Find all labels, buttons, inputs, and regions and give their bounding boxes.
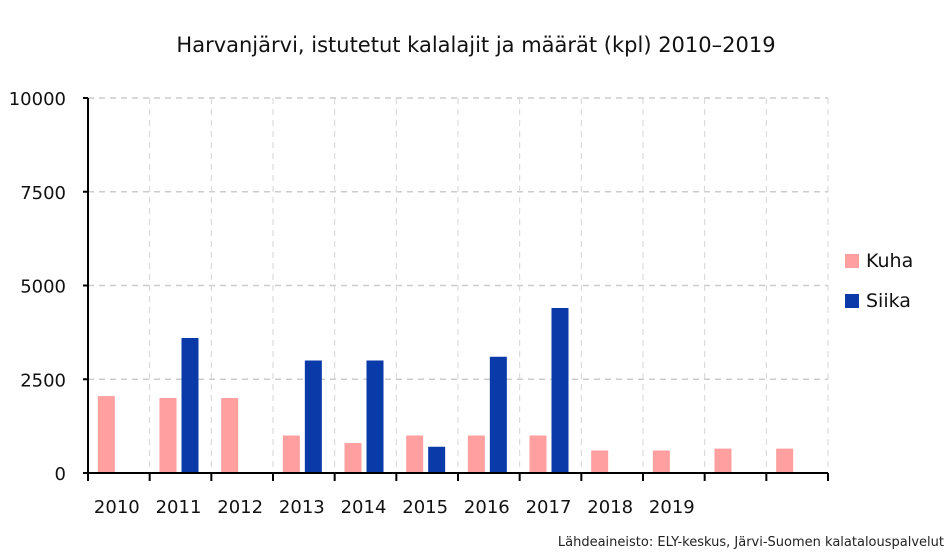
y-tick-label: 5000	[20, 277, 66, 298]
y-tick-label: 2500	[20, 370, 66, 391]
x-tick-label: 2019	[649, 497, 695, 518]
legend-swatch-siika	[845, 294, 859, 308]
bar-kuha-slot-12	[776, 448, 794, 473]
bar-kuha-2010	[97, 396, 115, 473]
y-tick-label: 0	[55, 464, 66, 485]
axes	[83, 97, 829, 481]
bar-siika-2015	[428, 446, 446, 473]
legend: Kuha Siika	[845, 250, 913, 312]
bar-siika-2017	[551, 308, 569, 473]
y-tick-labels: 0 2500 5000 7500 10000	[9, 89, 66, 485]
x-tick-label: 2017	[526, 497, 572, 518]
x-tick-label: 2013	[279, 497, 325, 518]
x-tick-label: 2015	[402, 497, 448, 518]
grid	[88, 97, 829, 473]
bar-kuha-2013	[282, 435, 300, 473]
x-tick-label: 2011	[156, 497, 202, 518]
bar-siika-2016	[489, 356, 507, 473]
bar-kuha-2016	[467, 435, 485, 473]
bar-kuha-2019	[652, 450, 670, 473]
x-tick-label: 2012	[217, 497, 263, 518]
x-tick-label: 2018	[587, 497, 633, 518]
x-tick-label: 2010	[94, 497, 140, 518]
bar-siika-2014	[366, 360, 384, 473]
bar-kuha-2011	[159, 398, 177, 473]
bar-kuha-2014	[344, 443, 362, 473]
y-tick-label: 7500	[20, 183, 66, 204]
x-tick-labels: 2010 2011 2012 2013 2014 2015 2016 2017 2018 2019	[94, 497, 695, 518]
bars	[97, 308, 794, 473]
legend-swatch-kuha	[845, 254, 859, 268]
legend-label-siika: Siika	[866, 290, 911, 312]
bar-kuha-2018	[591, 450, 609, 473]
bar-siika-2011	[181, 338, 199, 473]
x-tick-label: 2014	[341, 497, 387, 518]
bar-kuha-slot-11	[714, 448, 732, 473]
x-tick-label: 2016	[464, 497, 510, 518]
bar-siika-2013	[304, 360, 322, 473]
chart-title: Harvanjärvi, istutetut kalalajit ja määr…	[176, 33, 775, 57]
legend-label-kuha: Kuha	[866, 250, 913, 272]
bar-kuha-2012	[221, 398, 239, 473]
bar-kuha-2017	[529, 435, 547, 473]
bar-kuha-2015	[406, 435, 424, 473]
y-tick-label: 10000	[9, 89, 66, 110]
source-note: Lähdeaineisto: ELY-keskus, Järvi-Suomen …	[558, 535, 944, 550]
